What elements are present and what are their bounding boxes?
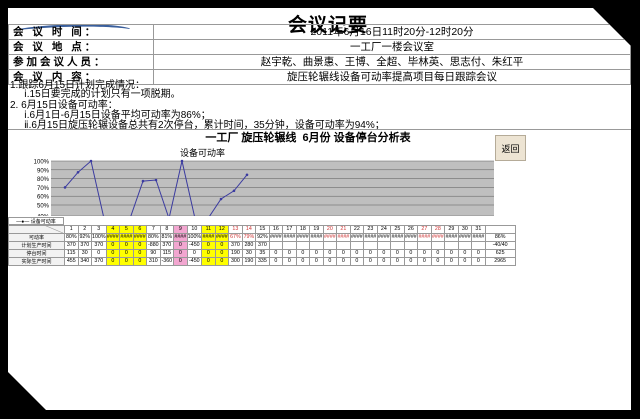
svg-text:40%: 40% [37,215,50,217]
svg-text:50%: 50% [37,204,50,210]
svg-text:60%: 60% [37,195,50,201]
svg-text:100%: 100% [34,160,50,166]
svg-text:70%: 70% [37,186,50,192]
svg-text:90%: 90% [37,168,50,174]
svg-text:80%: 80% [37,177,50,183]
